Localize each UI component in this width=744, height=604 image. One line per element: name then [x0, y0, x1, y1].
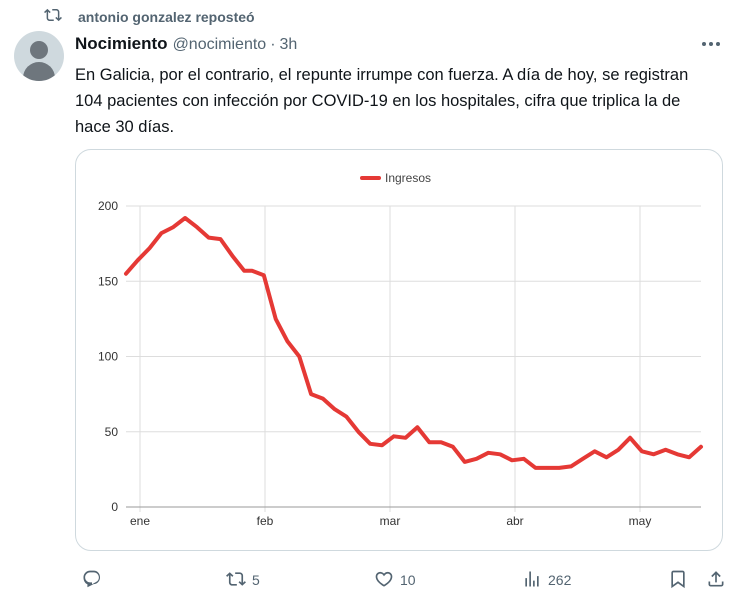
- data-point: [309, 392, 313, 396]
- y-tick-label: 100: [98, 350, 118, 364]
- y-tick-label: 50: [105, 425, 119, 439]
- y-tick-label: 0: [111, 500, 118, 514]
- data-point: [451, 445, 455, 449]
- x-tick-label: ene: [130, 514, 150, 528]
- bookmark-button[interactable]: [662, 565, 688, 595]
- data-point: [368, 442, 372, 446]
- data-point: [604, 455, 608, 459]
- data-point: [380, 443, 384, 447]
- more-options-icon[interactable]: [700, 34, 722, 54]
- data-point: [392, 434, 396, 438]
- views-count: 262: [548, 572, 572, 588]
- data-point: [124, 272, 128, 276]
- data-point: [581, 457, 585, 461]
- x-tick-label: mar: [380, 514, 401, 528]
- data-point: [545, 466, 549, 470]
- data-point: [593, 449, 597, 453]
- data-point: [148, 246, 152, 250]
- tweet-header: Nocimiento @nocimiento · 3h: [75, 34, 297, 56]
- data-point: [250, 269, 254, 273]
- data-point: [616, 448, 620, 452]
- timestamp[interactable]: 3h: [279, 36, 298, 53]
- data-point: [534, 466, 538, 470]
- data-point: [569, 464, 573, 468]
- avatar[interactable]: [14, 31, 64, 81]
- share-icon: [706, 569, 726, 592]
- bookmark-icon: [668, 569, 688, 592]
- media-card[interactable]: 0 50 100 150 200 ene feb mar abr may Ingresos: [75, 149, 723, 551]
- data-point: [427, 440, 431, 444]
- data-point: [486, 451, 490, 455]
- data-point: [274, 317, 278, 321]
- data-point: [321, 397, 325, 401]
- separator-dot: ·: [270, 36, 276, 53]
- line-chart: 0 50 100 150 200 ene feb mar abr may Ingresos: [98, 171, 703, 528]
- author-name[interactable]: Nocimiento: [75, 34, 168, 53]
- data-point: [463, 460, 467, 464]
- data-point: [159, 231, 163, 235]
- data-point: [262, 273, 266, 277]
- repost-label[interactable]: antonio gonzalez reposteó: [78, 9, 255, 25]
- views-chart-icon: [522, 569, 542, 592]
- data-point: [285, 339, 289, 343]
- avatar-head: [30, 41, 48, 59]
- data-point: [345, 415, 349, 419]
- data-point: [219, 237, 223, 241]
- x-tick-label: feb: [257, 514, 274, 528]
- repost-indicator: [44, 6, 62, 28]
- data-point: [333, 407, 337, 411]
- legend-label: Ingresos: [385, 171, 431, 185]
- data-point: [207, 236, 211, 240]
- data-point: [230, 254, 234, 258]
- data-point: [687, 455, 691, 459]
- data-point: [557, 466, 561, 470]
- data-point: [475, 457, 479, 461]
- data-point: [628, 436, 632, 440]
- data-point: [242, 269, 246, 273]
- tweet-text: En Galicia, por el contrario, el repunte…: [75, 66, 689, 136]
- x-tick-label: may: [629, 514, 652, 528]
- data-point: [699, 445, 703, 449]
- data-point: [356, 430, 360, 434]
- repost-icon: [226, 569, 246, 592]
- views-button[interactable]: 262: [516, 565, 571, 595]
- data-point: [640, 449, 644, 453]
- data-point: [183, 216, 187, 220]
- data-point: [664, 448, 668, 452]
- share-button[interactable]: [700, 565, 726, 595]
- data-point: [404, 436, 408, 440]
- like-button[interactable]: 10: [368, 565, 416, 595]
- data-point: [652, 452, 656, 456]
- action-bar: 5 10 262: [0, 565, 744, 595]
- avatar-body: [23, 62, 55, 81]
- y-tick-label: 200: [98, 199, 118, 213]
- reply-button[interactable]: [76, 565, 102, 595]
- data-point: [675, 452, 679, 456]
- data-point: [136, 258, 140, 262]
- data-point: [439, 440, 443, 444]
- repost-count: 5: [252, 572, 260, 588]
- data-point: [195, 225, 199, 229]
- data-point: [297, 355, 301, 358]
- x-tick-label: abr: [506, 514, 523, 528]
- data-point: [415, 425, 419, 429]
- data-point: [171, 225, 175, 229]
- heart-icon: [374, 569, 394, 592]
- like-count: 10: [400, 572, 416, 588]
- y-tick-label: 150: [98, 274, 118, 288]
- repost-button[interactable]: 5: [220, 565, 260, 595]
- reply-icon: [82, 569, 102, 592]
- repost-icon: [44, 6, 62, 29]
- data-point: [510, 458, 514, 462]
- data-point: [498, 452, 502, 456]
- series-line-ingresos: [124, 216, 703, 470]
- author-handle[interactable]: @nocimiento: [172, 36, 267, 53]
- data-point: [522, 457, 526, 461]
